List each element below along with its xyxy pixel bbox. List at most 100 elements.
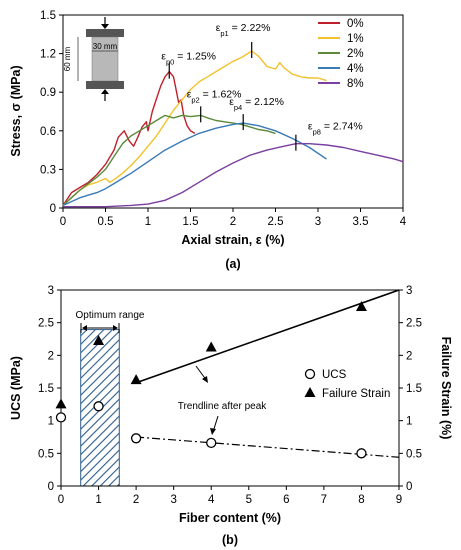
peak-annotations-a: εp0 = 1.25%εp1 = 2.22% εp2 = 1.62%εp4 = 2… bbox=[161, 22, 363, 151]
y-tick-label-a: 1.2 bbox=[40, 49, 56, 61]
y-tick-label-b: 1 bbox=[48, 416, 54, 428]
x-tick-label-a: 1.5 bbox=[183, 216, 199, 228]
x-axis-ticks-b: 0 1 2 3 4 5 6 7 8 9 bbox=[58, 486, 402, 506]
y2-axis-label-b: Failure Strain (%) bbox=[439, 337, 453, 440]
y2-tick-label-b: 1.5 bbox=[406, 383, 422, 395]
x-tick-label-b: 6 bbox=[283, 494, 289, 506]
x-tick-label-a: 2 bbox=[230, 216, 236, 228]
ucs-point bbox=[93, 401, 104, 412]
trendline-failure-strain bbox=[135, 289, 400, 384]
y-axis-label-a: Stress, σ (MPa) bbox=[9, 65, 23, 156]
specimen-body bbox=[91, 36, 119, 82]
panel-b: 0 1 2 3 4 5 6 7 8 9 0 0.5 1 1.5 2 2.5 3 0 0.5 1 1.5 2 2.5 3 O… bbox=[9, 285, 453, 547]
failure-strain-point bbox=[55, 398, 67, 409]
trendline-callout-head-1 bbox=[202, 376, 208, 383]
y-tick-label-a: 1.5 bbox=[40, 10, 56, 22]
x-tick-label-b: 4 bbox=[208, 494, 215, 506]
specimen-inset: 60 mm 30 mm bbox=[63, 17, 124, 101]
y-tick-label-a: 0.3 bbox=[40, 164, 56, 176]
series-line-0pct bbox=[62, 70, 196, 206]
specimen-width-label: 30 mm bbox=[93, 42, 118, 51]
legend-marker-ucs bbox=[304, 368, 316, 380]
specimen-height-label: 60 mm bbox=[63, 46, 72, 71]
x-tick-label-a: 2.5 bbox=[268, 216, 284, 228]
legend-marker-failure-strain bbox=[304, 387, 316, 397]
optimum-range-label: Optimum range bbox=[76, 310, 145, 321]
y2-tick-label-b: 0 bbox=[406, 481, 412, 493]
failure-strain-point bbox=[93, 334, 105, 345]
peak-label: εp4 = 2.12% bbox=[229, 96, 284, 112]
x-tick-label-b: 2 bbox=[133, 494, 139, 506]
y-tick-label-b: 0.5 bbox=[38, 448, 54, 460]
y-axis-ticks-b: 0 0.5 1 1.5 2 2.5 3 bbox=[38, 285, 61, 493]
x-tick-label-b: 7 bbox=[321, 494, 327, 506]
failure-strain-point bbox=[355, 300, 367, 311]
failure-strain-point bbox=[130, 374, 142, 385]
y2-tick-label-b: 1 bbox=[406, 416, 412, 428]
x-tick-label-b: 8 bbox=[358, 494, 364, 506]
load-arrow-top-head bbox=[101, 24, 109, 29]
y-tick-label-b: 0 bbox=[48, 481, 54, 493]
trendline-ucs bbox=[136, 436, 400, 458]
peak-label: εp8 = 2.74% bbox=[308, 121, 363, 137]
data-points-b bbox=[55, 300, 367, 459]
legend-label-a: 1% bbox=[347, 33, 364, 45]
x-tick-label-a: 4 bbox=[400, 216, 407, 228]
y-axis-label-b: UCS (MPa) bbox=[9, 356, 23, 420]
series-line-1pct bbox=[62, 50, 327, 206]
y-tick-label-b: 2 bbox=[48, 350, 54, 362]
ucs-point bbox=[206, 437, 217, 449]
series-lines-a bbox=[62, 50, 404, 208]
trendlines-b bbox=[135, 289, 400, 458]
y2-axis-ticks-b: 0 0.5 1 1.5 2 2.5 3 bbox=[399, 285, 422, 493]
legend-label-a: 4% bbox=[347, 63, 364, 75]
x-axis-label-a: Axial strain, ε (%) bbox=[181, 233, 284, 247]
y2-tick-label-b: 3 bbox=[406, 285, 412, 297]
peak-label: εp1 = 2.22% bbox=[216, 22, 271, 37]
x-tick-label-a: 3 bbox=[315, 216, 321, 228]
specimen-bottom-plate bbox=[86, 81, 124, 89]
peak-label: εp2 = 1.62% bbox=[187, 88, 242, 104]
series-line-8pct bbox=[63, 143, 404, 208]
trendline-label: Trendline after peak bbox=[178, 401, 268, 412]
y-axis-ticks-a: 0 0.3 0.6 0.9 1.2 1.5 bbox=[40, 10, 63, 215]
legend-label-a: 8% bbox=[347, 78, 364, 90]
x-tick-label-a: 0 bbox=[60, 216, 66, 228]
x-tick-label-b: 0 bbox=[58, 494, 64, 506]
failure-strain-point bbox=[205, 341, 217, 352]
legend-label-a: 0% bbox=[347, 18, 364, 30]
ucs-point bbox=[55, 412, 67, 423]
legend-label-a: 2% bbox=[347, 48, 364, 60]
x-tick-label-a: 1 bbox=[145, 216, 151, 228]
x-tick-label-b: 5 bbox=[246, 494, 252, 506]
y-tick-label-a: 0.6 bbox=[40, 126, 56, 138]
y-tick-label-b: 2.5 bbox=[38, 318, 54, 330]
x-tick-label-b: 1 bbox=[95, 494, 101, 506]
y2-tick-label-b: 2 bbox=[406, 350, 412, 362]
legend-label-ucs: UCS bbox=[322, 369, 347, 381]
x-tick-label-b: 3 bbox=[170, 494, 176, 506]
x-axis-label-b: Fiber content (%) bbox=[179, 511, 281, 525]
specimen-top-plate bbox=[86, 29, 124, 37]
series-line-4pct bbox=[62, 122, 327, 207]
y-tick-label-b: 1.5 bbox=[38, 383, 54, 395]
y-tick-label-a: 0.9 bbox=[40, 87, 56, 99]
legend-a: 0% 1% 2% 4% 8% bbox=[318, 18, 364, 90]
panel-a: 0 0.5 1 1.5 2 2.5 3 3.5 4 0 0.3 0.6 0.9 1.2 1.5 εp0 =… bbox=[9, 10, 407, 271]
optimum-range-arrow-right bbox=[113, 325, 118, 331]
panel-label-a: (a) bbox=[225, 257, 240, 271]
ucs-point bbox=[130, 433, 142, 444]
peak-label: εp0 = 1.25% bbox=[161, 51, 216, 67]
y-tick-label-a: 0 bbox=[50, 203, 56, 215]
x-axis-ticks-a: 0 0.5 1 1.5 2 2.5 3 3.5 4 bbox=[60, 208, 407, 228]
y-tick-label-b: 3 bbox=[48, 285, 54, 297]
trendline-callout-head-2 bbox=[210, 428, 216, 435]
optimum-range-arrow-left bbox=[82, 325, 87, 331]
legend-label-failure-strain: Failure Strain bbox=[322, 388, 390, 400]
y2-tick-label-b: 2.5 bbox=[406, 318, 422, 330]
x-tick-label-a: 0.5 bbox=[98, 216, 114, 228]
panel-label-b: (b) bbox=[222, 533, 238, 547]
x-tick-label-a: 3.5 bbox=[353, 216, 369, 228]
y2-tick-label-b: 0.5 bbox=[406, 448, 422, 460]
x-tick-label-b: 9 bbox=[396, 494, 402, 506]
